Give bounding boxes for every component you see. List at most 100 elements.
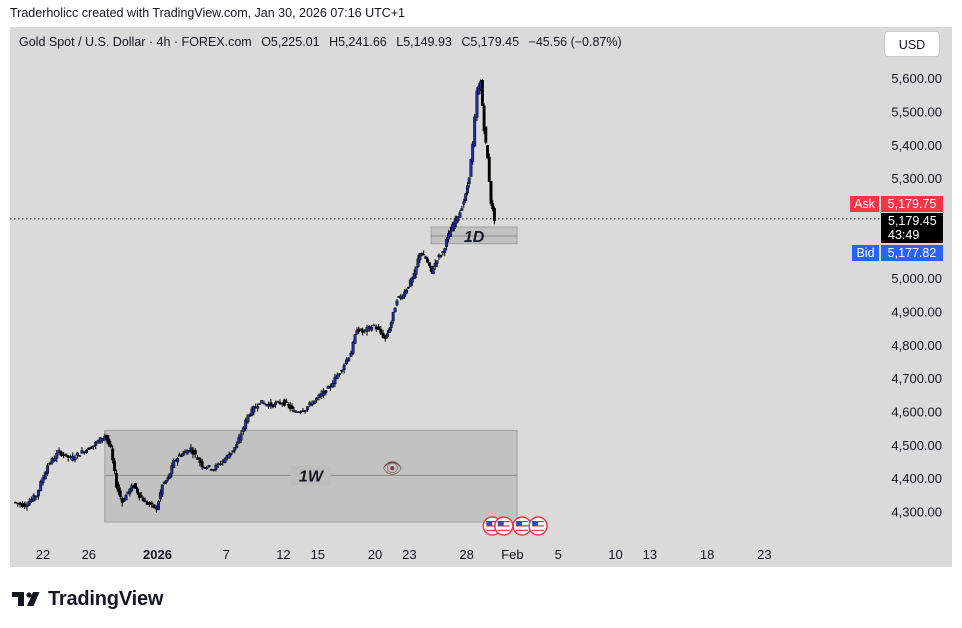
y-tick-label: 5,600.00 [891,71,942,86]
candle [179,453,183,458]
chart-caption: Traderholicc created with TradingView.co… [10,6,406,20]
candle [189,444,193,454]
candle [414,266,418,278]
candle [55,449,59,463]
candle [331,380,335,388]
candle [469,158,473,177]
candle [53,455,56,462]
candle [176,456,179,466]
candle [464,192,468,204]
candle [111,445,115,464]
candle [301,408,305,413]
open-value: O5,225.01 [261,35,320,49]
candle [486,144,489,159]
x-tick-label: 5 [555,547,562,562]
candle [235,441,239,449]
candle [200,458,204,470]
candle [164,480,168,485]
candle [347,357,351,362]
candle [25,501,29,511]
y-tick-label: 4,500.00 [891,438,942,453]
candle [406,286,410,289]
candle [85,449,88,454]
candle [107,435,111,447]
candle [427,262,431,269]
candle [349,350,353,357]
candle [150,501,154,508]
candle [219,460,222,466]
candle [185,449,189,455]
candle [475,87,479,122]
candle [32,493,36,502]
candle [233,447,237,454]
candle [64,453,68,458]
candle [239,430,243,444]
candle [66,455,70,462]
tradingview-brand: TradingView [48,587,164,610]
candle [262,400,266,405]
candle [312,400,316,405]
candle [273,400,277,408]
candle [14,501,17,504]
us-flag-event-icon[interactable] [493,516,514,536]
candle [335,372,339,380]
x-tick-label: 12 [276,547,290,562]
candle [128,488,132,497]
candle [39,479,43,492]
candle [193,448,197,458]
candle [91,445,95,450]
candle [458,209,462,218]
candle [310,400,314,407]
candle [342,363,346,374]
candle [308,400,312,408]
candle [198,456,202,467]
candle [399,293,403,301]
candle [303,409,307,414]
zone-label-1w: 1W [299,468,325,485]
candle [94,440,98,450]
x-tick-label: Feb [501,547,523,562]
candle [351,340,355,355]
x-tick-label: 18 [700,547,714,562]
candle [284,398,288,403]
y-tick-label: 5,000.00 [891,271,942,286]
candle [122,497,126,502]
candle [269,399,273,409]
candle [115,469,118,490]
x-tick-label: 23 [402,547,416,562]
candle [116,481,120,495]
currency-button[interactable]: USD [884,31,940,57]
candle [43,470,47,480]
candle [333,373,337,387]
candle [433,259,437,270]
candle [118,487,122,500]
candle [113,458,117,475]
candle [46,463,50,477]
ask-price-tag: 5,179.75 [881,196,943,212]
candle [227,451,231,459]
x-tick-label: 15 [311,547,325,562]
x-tick-label: 26 [82,547,96,562]
candle [73,454,77,463]
candle [276,400,280,403]
candle [172,458,176,469]
candle [187,449,191,453]
candle [162,481,166,485]
candle [207,464,211,468]
candle [377,323,380,331]
last-price-value: 5,179.45 [888,214,937,228]
low-value: L5,149.93 [396,35,452,49]
bid-label: Bid [852,245,879,261]
zone-1w[interactable] [104,429,518,523]
candle [290,403,294,412]
candle [299,410,303,415]
y-tick-label: 4,300.00 [891,505,942,520]
us-flag-event-icon[interactable] [528,516,548,536]
y-tick-label: 4,700.00 [891,371,942,386]
candle [27,497,31,506]
candle [258,403,262,406]
x-tick-label: 22 [36,547,50,562]
candle [166,475,170,482]
candle [466,181,469,196]
tradingview-logo[interactable]: TradingView [12,588,163,610]
